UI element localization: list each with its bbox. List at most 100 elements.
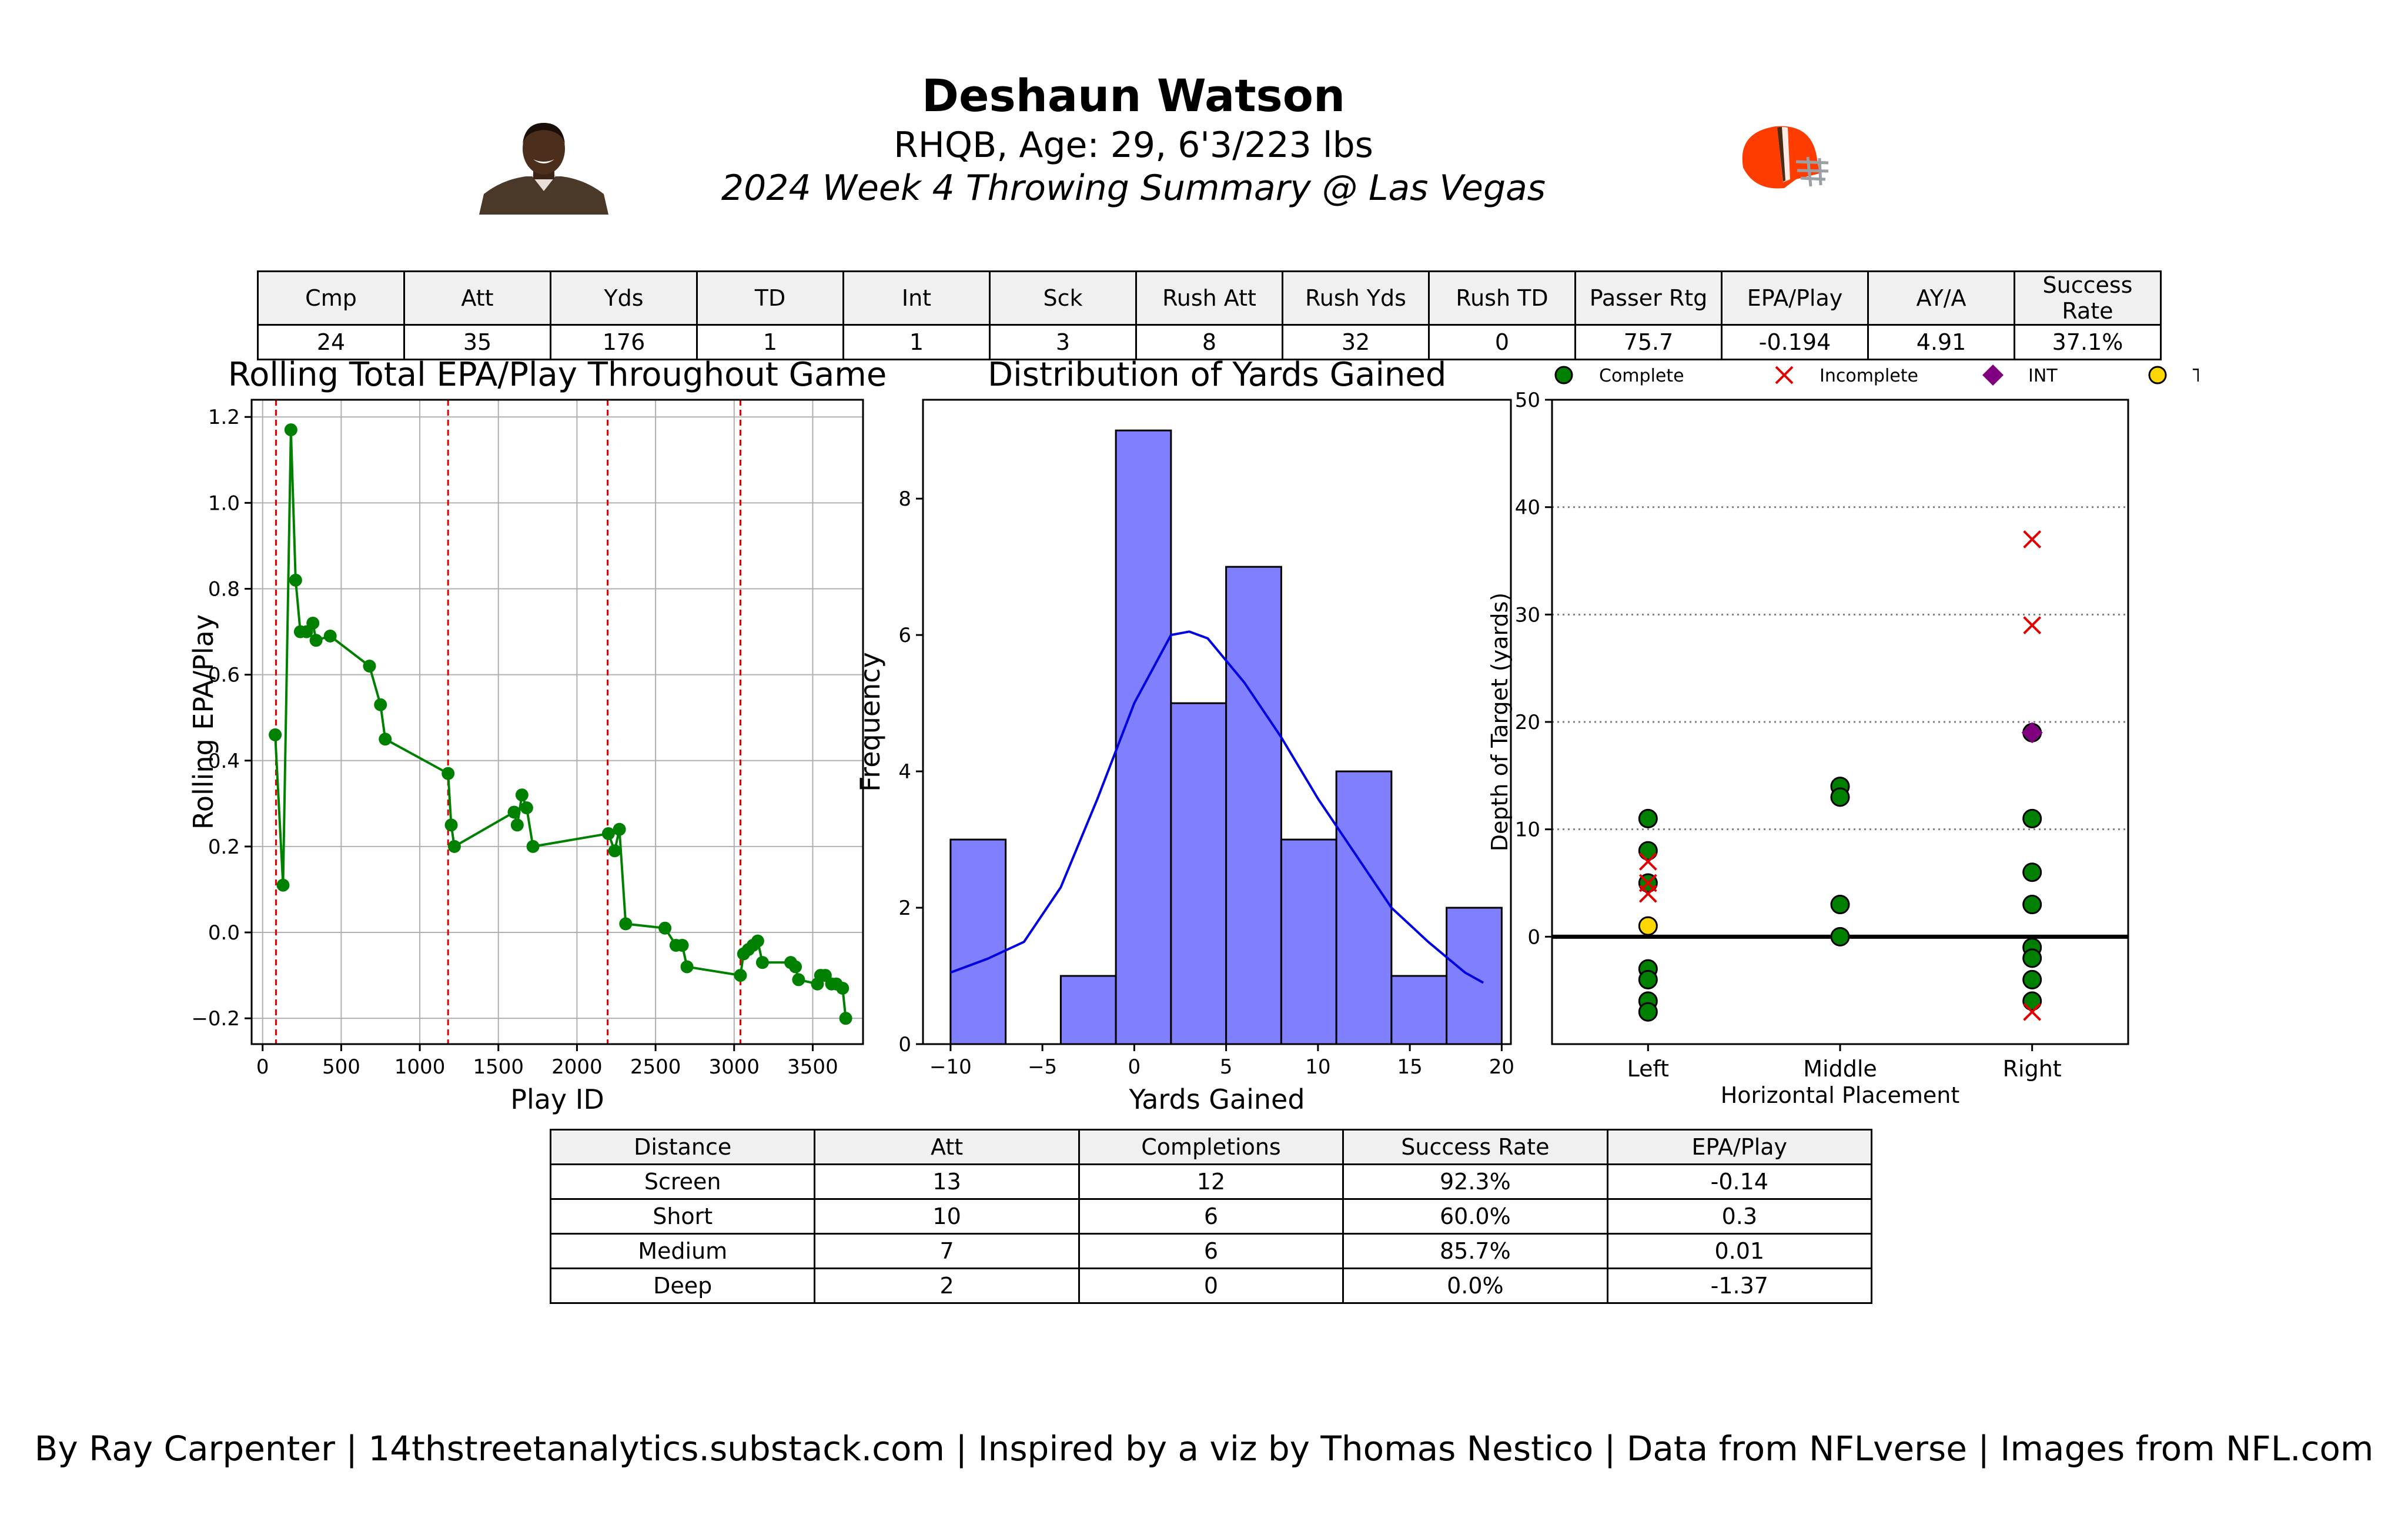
stats-value-row: 24 35 176 1 1 3 8 32 0 75.7 -0.194 4.91 …	[257, 324, 2162, 360]
stats-value-rush-yds: 32	[1282, 324, 1430, 360]
x-axis-label: Yards Gained	[1128, 1083, 1305, 1115]
y-tick-label: 8	[898, 487, 911, 511]
epa-point	[363, 660, 376, 673]
stats-value-int: 1	[842, 324, 991, 360]
table-cell: Medium	[549, 1233, 816, 1269]
y-axis-label: Depth of Target (yards)	[1487, 593, 1513, 851]
y-tick-label: 1.0	[208, 491, 240, 515]
table-cell: 6	[1078, 1233, 1345, 1269]
x-tick-label: Middle	[1803, 1056, 1877, 1082]
table-cell: 13	[814, 1163, 1080, 1200]
y-tick-label: 2	[898, 897, 911, 920]
complete-point	[2022, 948, 2042, 968]
table-row: Medium 7 6 85.7% 0.01	[549, 1233, 1873, 1269]
y-tick-label: 0.4	[208, 750, 240, 773]
histogram-bar	[1280, 838, 1337, 1045]
y-tick-label: 0	[898, 1033, 911, 1056]
x-tick-label: 0	[1128, 1055, 1141, 1079]
epa-point	[601, 827, 615, 840]
y-tick-label: 0.0	[208, 921, 240, 945]
y-tick-label: 40	[1515, 496, 1540, 520]
histogram-bar	[949, 838, 1007, 1045]
int-point	[2021, 722, 2043, 744]
x-tick-label: 500	[322, 1055, 360, 1079]
stats-col-rush-att: Rush Att	[1135, 270, 1283, 326]
table-cell: 85.7%	[1342, 1233, 1608, 1269]
player-headshot	[479, 123, 608, 215]
complete-point	[1638, 841, 1658, 861]
y-axis-label: Rolling EPA/Play	[188, 614, 219, 830]
complete-point	[2022, 991, 2042, 1011]
distance-col-epa-play: EPA/Play	[1606, 1129, 1873, 1165]
y-axis-label: Frequency	[854, 652, 886, 792]
complete-point	[2022, 895, 2042, 915]
player-name: Deshaun Watson	[921, 69, 1346, 122]
epa-point	[379, 733, 392, 746]
epa-point	[442, 767, 455, 780]
epa-point	[789, 960, 802, 974]
x-tick-label: 1000	[394, 1055, 446, 1079]
incomplete-point	[2023, 1002, 2042, 1021]
x-tick-label: 1500	[473, 1055, 524, 1079]
stats-col-cmp: Cmp	[257, 270, 405, 326]
x-tick-label: 5	[1220, 1055, 1233, 1079]
stats-col-ay-a: AY/A	[1867, 270, 2015, 326]
epa-point	[608, 844, 621, 858]
histogram-bar	[1390, 975, 1448, 1045]
stats-value-passer-rtg: 75.7	[1574, 324, 1723, 360]
complete-point	[2022, 969, 2042, 989]
epa-point	[507, 805, 521, 819]
stats-col-td: TD	[696, 270, 844, 326]
complete-point	[1638, 808, 1658, 828]
stats-col-passer-rtg: Passer Rtg	[1574, 270, 1723, 326]
legend-label-incomplete: Incomplete	[1820, 366, 1918, 386]
stats-value-success-rate: 37.1%	[2014, 324, 2162, 360]
epa-point	[510, 818, 524, 832]
y-tick-label: 30	[1515, 603, 1540, 627]
legend-marker-td	[2148, 366, 2167, 384]
plot-frame	[922, 399, 1512, 1045]
distance-col-success-rate: Success Rate	[1342, 1129, 1608, 1165]
epa-point	[751, 934, 764, 948]
y-tick-label: 0.2	[208, 835, 240, 859]
table-cell: 10	[814, 1198, 1080, 1235]
stats-value-rush-att: 8	[1135, 324, 1283, 360]
rolling-epa-chart: Rolling Total EPA/Play Throughout Game 0 5…	[188, 356, 887, 1115]
table-cell: 92.3%	[1342, 1163, 1608, 1200]
y-tick-label: 10	[1515, 818, 1540, 842]
epa-point	[447, 840, 461, 853]
stats-col-epa-play: EPA/Play	[1721, 270, 1869, 326]
chart-title: Distribution of Yards Gained	[988, 356, 1446, 394]
table-cell: 0.3	[1606, 1198, 1873, 1235]
y-tick-label: 6	[898, 624, 911, 647]
table-cell: 0.01	[1606, 1233, 1873, 1269]
histogram-bar	[1115, 429, 1172, 1045]
stats-value-td: 1	[696, 324, 844, 360]
x-tick-label: 20	[1489, 1055, 1514, 1079]
epa-point	[276, 878, 290, 892]
stats-col-rush-td: Rush TD	[1428, 270, 1576, 326]
x-tick-label: −5	[1028, 1055, 1057, 1079]
epa-point	[680, 960, 694, 974]
y-tick-label: 0.6	[208, 664, 240, 687]
stats-value-att: 35	[403, 324, 551, 360]
table-row: Screen 13 12 92.3% -0.14	[549, 1163, 1873, 1200]
team-helmet-logo	[1742, 126, 1829, 189]
stats-value-rush-td: 0	[1428, 324, 1576, 360]
x-tick-label: 15	[1397, 1055, 1422, 1079]
epa-point	[323, 629, 337, 643]
histogram-bar	[1446, 907, 1503, 1045]
epa-point	[306, 616, 320, 630]
legend-label-complete: Complete	[1599, 366, 1684, 386]
epa-point	[284, 423, 297, 437]
incomplete-point	[1638, 884, 1657, 903]
x-tick-label: 3500	[787, 1055, 838, 1079]
target-depth-scatter-chart: Complete Incomplete INT TD Left Middle Right 0 1…	[1487, 364, 2199, 1108]
stats-col-sck: Sck	[989, 270, 1137, 326]
epa-point	[619, 917, 633, 931]
epa-point	[269, 728, 282, 741]
epa-point	[658, 921, 672, 935]
stats-col-success-rate: Success Rate	[2014, 270, 2162, 326]
stats-col-yds: Yds	[550, 270, 698, 326]
